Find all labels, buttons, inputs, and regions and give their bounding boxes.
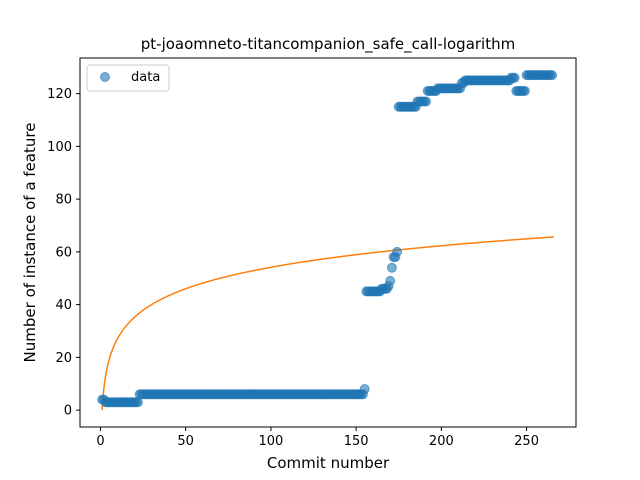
x-axis-ticks: 0 50 100 150 200 250 — [96, 427, 539, 449]
x-axis-title: Commit number — [267, 454, 390, 472]
y-tick-label: 40 — [55, 298, 72, 313]
y-tick-label: 20 — [55, 351, 72, 366]
data-point — [519, 85, 530, 96]
legend: data — [86, 64, 170, 92]
y-tick-label: 80 — [55, 193, 72, 208]
y-axis-ticks: 0 20 40 60 80 100 120 — [47, 87, 80, 419]
plot-frame — [79, 57, 577, 428]
fit-curve — [101, 236, 554, 411]
legend-marker — [100, 72, 110, 82]
data-point — [547, 70, 558, 81]
x-tick-label: 200 — [429, 434, 454, 449]
data-point — [386, 262, 397, 273]
x-tick-label: 50 — [177, 434, 194, 449]
y-tick-label: 100 — [47, 140, 72, 155]
x-tick-label: 250 — [514, 434, 539, 449]
data-point — [392, 246, 403, 257]
y-tick-label: 60 — [55, 245, 72, 260]
chart-title: pt-joaomneto-titancompanion_safe_call-lo… — [141, 35, 515, 54]
x-tick-label: 150 — [344, 434, 369, 449]
y-tick-label: 120 — [47, 87, 72, 102]
fit-curve-layer — [101, 236, 554, 411]
data-point — [359, 384, 370, 395]
y-axis-title: Number of instance of a feature — [21, 123, 39, 363]
data-points-layer — [97, 70, 558, 408]
data-point — [421, 96, 432, 107]
x-tick-label: 100 — [258, 434, 283, 449]
legend-box — [86, 64, 170, 92]
legend-label: data — [131, 70, 160, 85]
x-tick-label: 0 — [96, 434, 104, 449]
data-point — [385, 275, 396, 286]
data-point — [509, 72, 520, 83]
y-tick-label: 0 — [64, 404, 72, 419]
